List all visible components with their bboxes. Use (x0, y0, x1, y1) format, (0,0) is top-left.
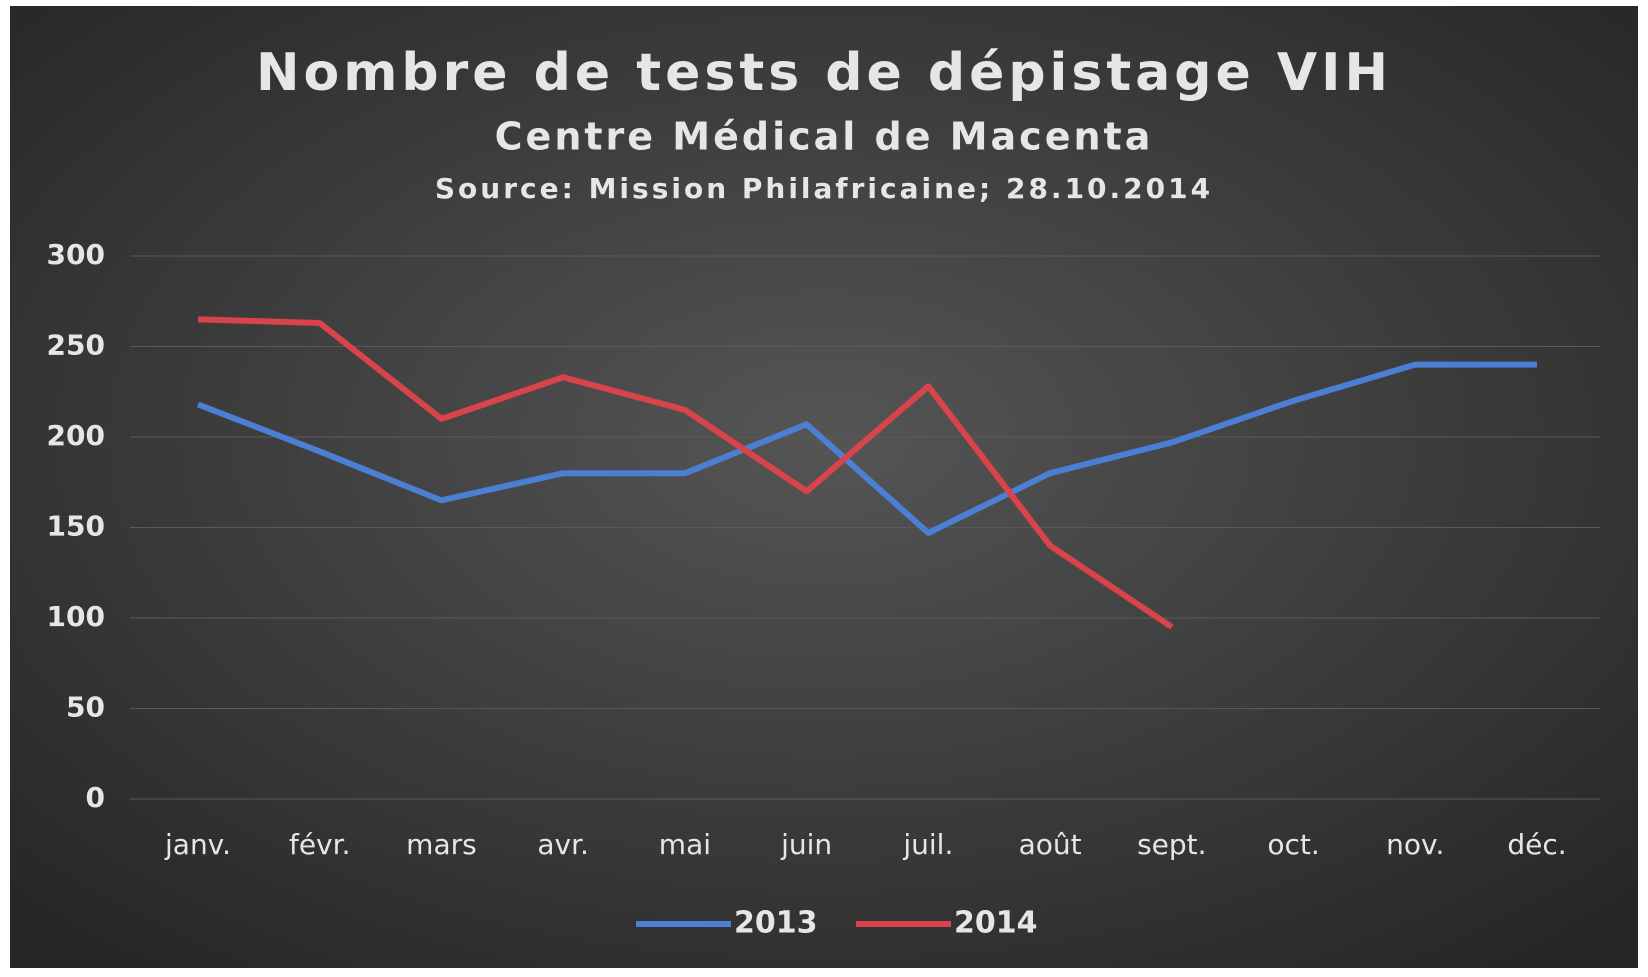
x-tick-label: nov. (1386, 828, 1444, 861)
y-tick-label: 300 (47, 238, 105, 271)
chart-subtitle: Centre Médical de Macenta (495, 115, 1154, 159)
x-tick-label: juil. (902, 828, 953, 861)
x-tick-label: déc. (1507, 828, 1566, 861)
y-tick-label: 100 (47, 600, 105, 633)
chart-title: Nombre de tests de dépistage VIH (256, 43, 1392, 103)
legend-label: 2013 (734, 906, 818, 941)
chart-background (10, 6, 1638, 968)
y-tick-label: 200 (47, 419, 105, 452)
x-tick-label: juin (780, 828, 832, 861)
legend-label: 2014 (954, 906, 1038, 941)
x-tick-label: janv. (164, 828, 231, 861)
x-tick-label: oct. (1267, 828, 1319, 861)
x-tick-label: sept. (1137, 828, 1206, 861)
y-tick-label: 250 (47, 329, 105, 362)
series-line (196, 361, 1537, 536)
y-tick-label: 0 (86, 781, 105, 814)
y-tick-label: 150 (47, 510, 105, 543)
x-tick-label: août (1019, 828, 1082, 861)
chart-source: Source: Mission Philafricaine; 28.10.201… (435, 172, 1213, 205)
x-tick-label: mai (659, 828, 711, 861)
y-tick-label: 50 (66, 691, 105, 724)
series-line (197, 316, 1174, 630)
x-tick-label: avr. (537, 828, 589, 861)
x-tick-label: mars (406, 828, 477, 861)
x-tick-label: févr. (289, 828, 351, 861)
